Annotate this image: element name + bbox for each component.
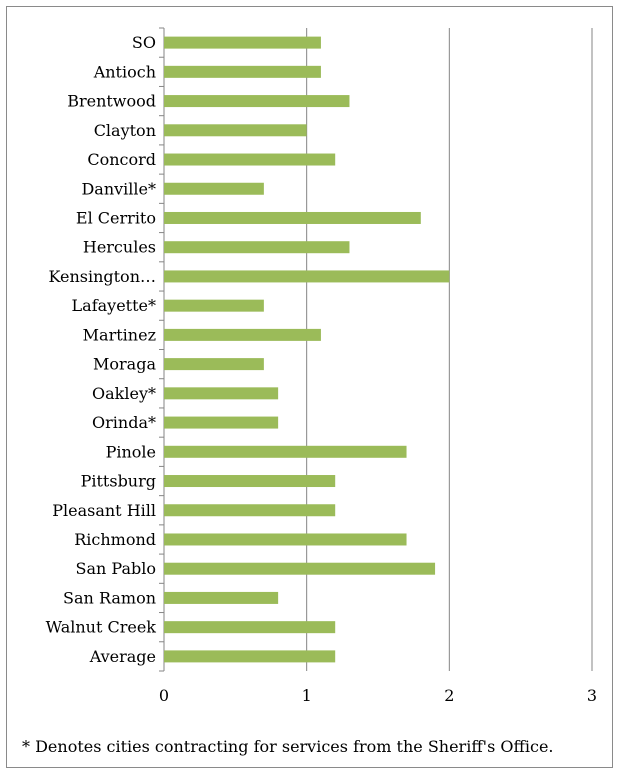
category-label: San Ramon — [63, 588, 156, 607]
bar — [164, 37, 321, 49]
category-label: Danville* — [81, 179, 156, 198]
category-label: Pittsburg — [81, 472, 156, 491]
bar — [164, 124, 307, 136]
bar — [164, 95, 349, 107]
category-label: Martinez — [83, 325, 156, 344]
category-label: Richmond — [74, 530, 156, 549]
bar — [164, 504, 335, 516]
bar — [164, 329, 321, 341]
category-label: Moraga — [93, 355, 156, 374]
bar — [164, 533, 407, 545]
category-label: Antioch — [93, 62, 156, 81]
category-label: San Pablo — [76, 559, 156, 578]
bar — [164, 650, 335, 662]
bar — [164, 387, 278, 399]
footnote: * Denotes cities contracting for service… — [22, 737, 612, 756]
bar — [164, 270, 449, 282]
bar — [164, 592, 278, 604]
category-label: Clayton — [94, 121, 156, 140]
category-label: Pinole — [106, 442, 156, 461]
category-label: Average — [89, 647, 156, 666]
x-tick-label: 2 — [444, 686, 454, 705]
category-label: Hercules — [83, 238, 156, 257]
bar — [164, 183, 264, 195]
bar — [164, 563, 435, 575]
category-label: SO — [132, 33, 156, 52]
bar — [164, 417, 278, 429]
category-label: Lafayette* — [72, 296, 156, 315]
bar — [164, 66, 321, 78]
category-label: Oakley* — [92, 384, 156, 403]
category-label: Kensington… — [48, 267, 156, 286]
bar — [164, 621, 335, 633]
bar — [164, 154, 335, 166]
bar — [164, 300, 264, 312]
bar — [164, 446, 407, 458]
category-label: Orinda* — [92, 413, 156, 432]
category-label: Concord — [87, 150, 156, 169]
category-label: Brentwood — [67, 92, 156, 111]
category-label: El Cerrito — [76, 208, 156, 227]
bar — [164, 475, 335, 487]
bar — [164, 358, 264, 370]
x-tick-label: 1 — [302, 686, 312, 705]
category-label: Walnut Creek — [46, 618, 157, 637]
x-tick-label: 3 — [587, 686, 597, 705]
x-tick-label: 0 — [159, 686, 169, 705]
category-label: Pleasant Hill — [52, 501, 156, 520]
bar — [164, 241, 349, 253]
bar — [164, 212, 421, 224]
